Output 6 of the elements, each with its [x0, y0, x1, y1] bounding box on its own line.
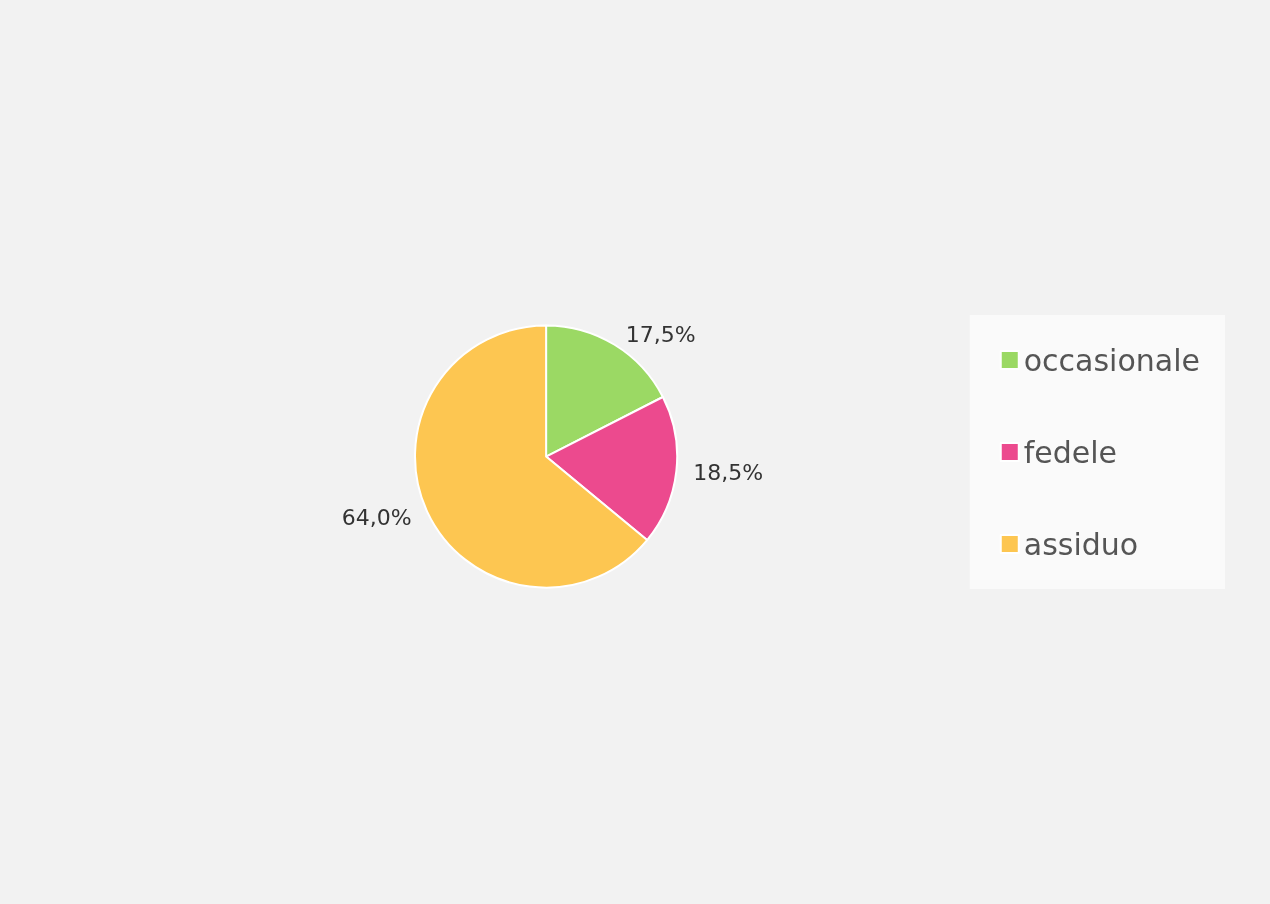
- data-label: 18,5%: [693, 459, 764, 485]
- legend-label: fedele: [1023, 434, 1118, 470]
- legend-label: assiduo: [1023, 526, 1139, 562]
- data-label: 64,0%: [341, 504, 412, 530]
- legend-label: occasionale: [1023, 342, 1201, 378]
- data-label: 17,5%: [625, 322, 696, 348]
